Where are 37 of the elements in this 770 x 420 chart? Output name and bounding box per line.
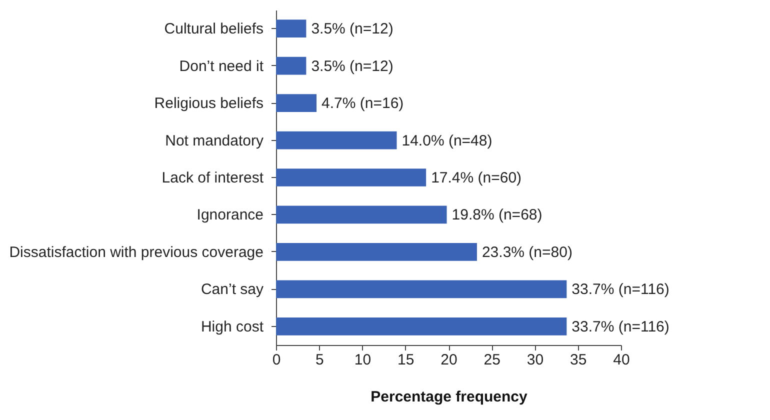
data-label: 33.7% (n=116) [572, 281, 670, 298]
y-tick-label: Lack of interest [162, 170, 264, 186]
y-tick-label: Dissatisfaction with previous coverage [9, 244, 264, 261]
data-label: 19.8% (n=68) [452, 206, 542, 224]
data-label: 33.7% (n=116) [572, 318, 670, 336]
x-tick-label: 0 [272, 352, 281, 368]
x-tick-label: 15 [398, 352, 414, 368]
bar [276, 131, 397, 150]
data-label: 3.5% (n=12) [311, 20, 394, 38]
data-label: 4.7% (n=16) [322, 95, 404, 112]
y-tick-label: Not mandatory [165, 132, 264, 150]
y-tick-label: Cultural beliefs [164, 20, 264, 38]
x-tick-label: 35 [570, 352, 587, 368]
x-tick-label: 30 [526, 352, 544, 368]
bar [276, 56, 306, 75]
y-tick-label: Ignorance [196, 206, 264, 224]
x-tick-label: 40 [613, 352, 630, 368]
bar [276, 317, 567, 336]
data-label: 14.0% (n=48) [402, 132, 492, 150]
x-tick-label: 25 [484, 352, 500, 368]
x-axis-title: Percentage frequency [370, 388, 528, 406]
bar [276, 20, 306, 38]
data-label: 23.3% (n=80) [482, 244, 572, 261]
bar [276, 206, 447, 224]
y-tick-label: Can’t say [200, 281, 264, 298]
y-tick-label: Religious beliefs [154, 95, 264, 112]
y-tick-label: High cost [200, 318, 264, 336]
data-label: 17.4% (n=60) [431, 170, 522, 186]
y-tick-label: Don’t need it [179, 58, 264, 75]
x-tick-label: 20 [440, 352, 458, 368]
x-tick-label: 5 [315, 352, 324, 368]
bar [276, 94, 317, 112]
bar [276, 243, 477, 261]
x-tick-label: 10 [354, 352, 372, 368]
data-label: 3.5% (n=12) [311, 58, 394, 75]
bar [276, 168, 426, 186]
bar [276, 280, 567, 298]
